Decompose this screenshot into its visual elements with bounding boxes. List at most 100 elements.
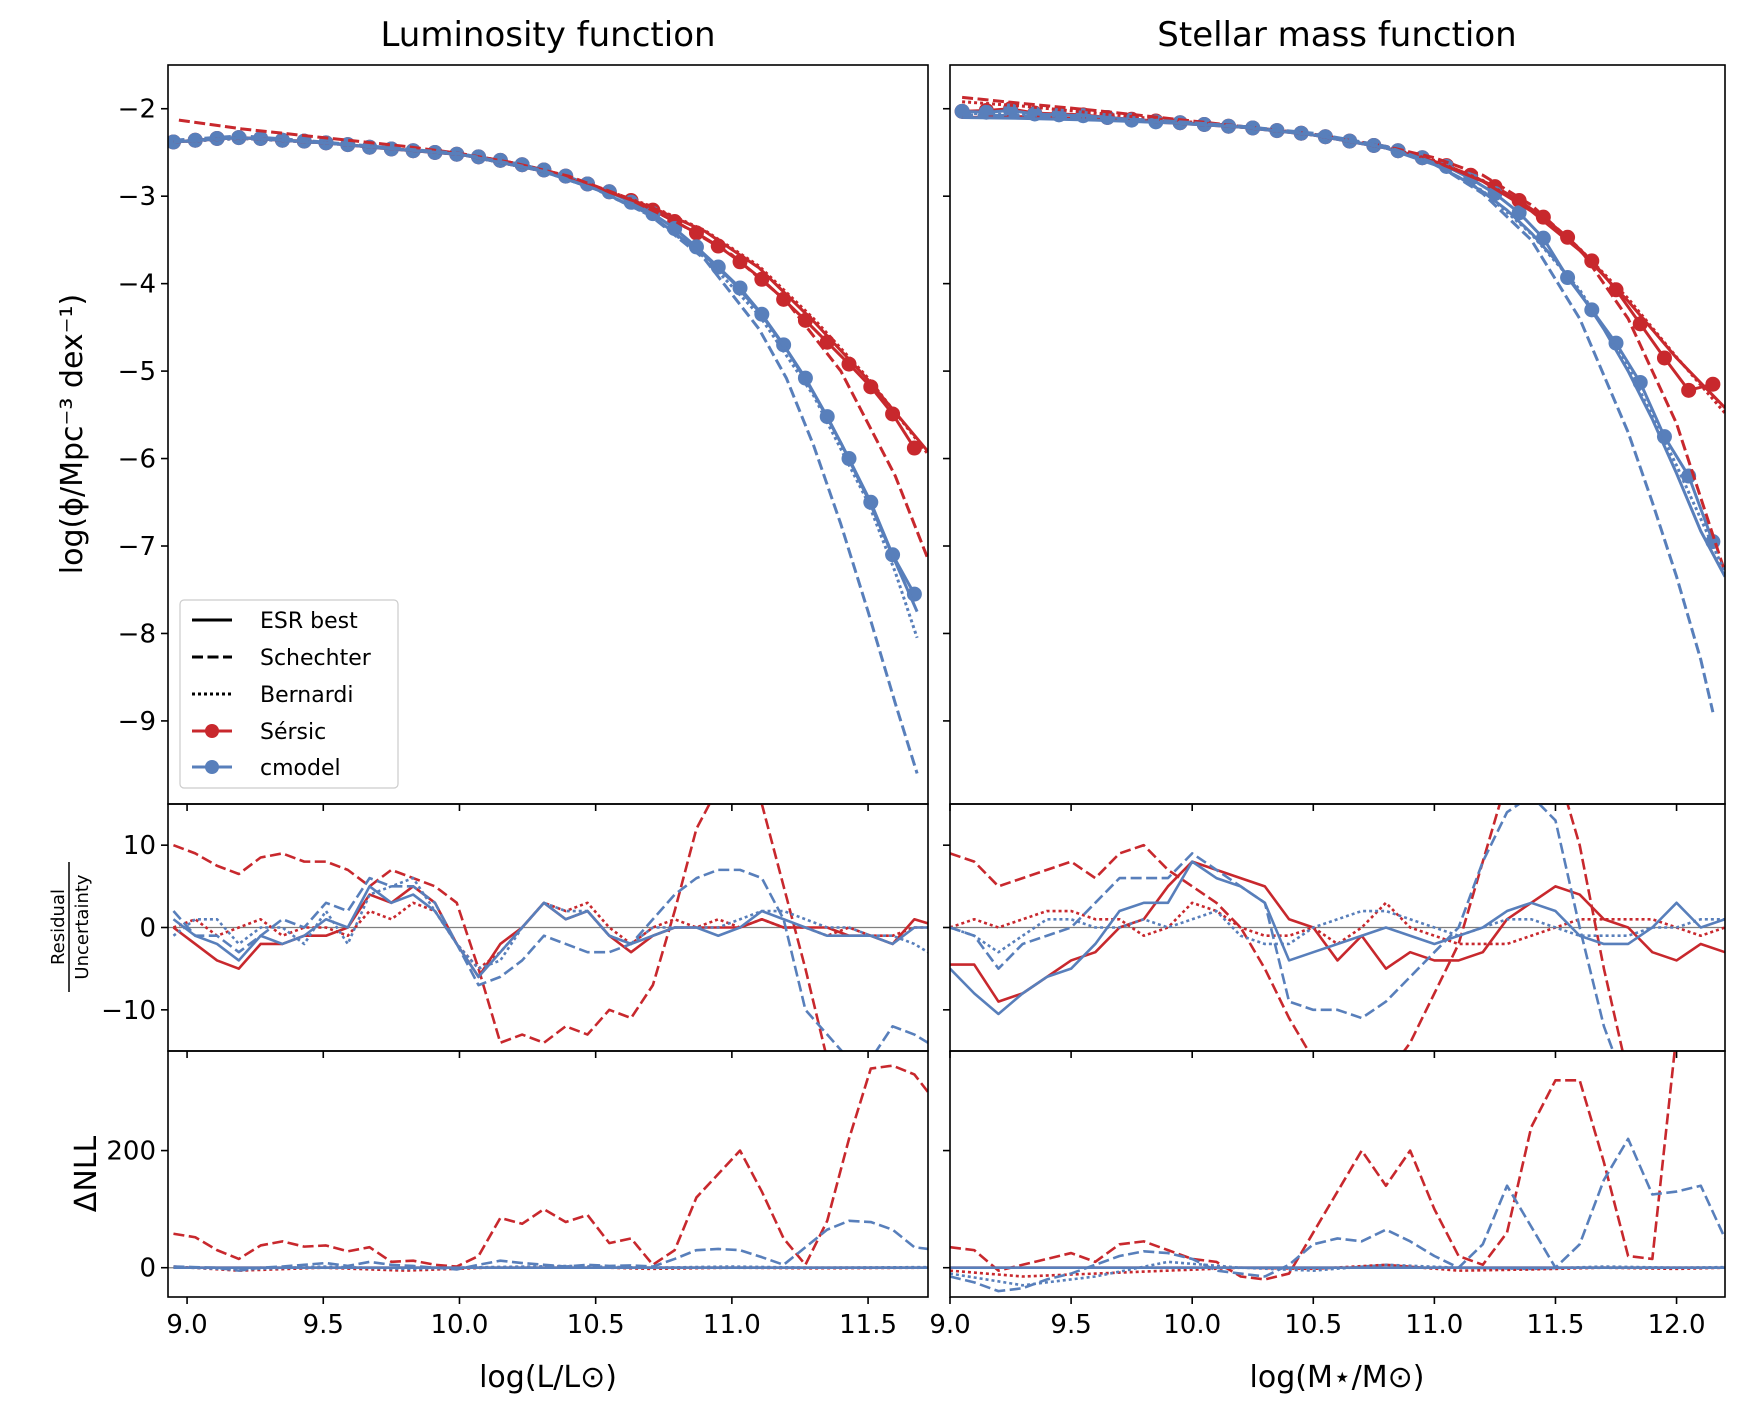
right-panel-title: Stellar mass function	[1157, 15, 1516, 55]
lum-main-s-rsic-esr-best-line	[173, 136, 928, 453]
legend-item-schechter: Schechter	[192, 646, 372, 671]
mass-nll-x-tick-label: 9.5	[1050, 1310, 1091, 1340]
lum-resid-y-tick-label: 0	[139, 914, 156, 944]
mass-main-plot	[943, 64, 1726, 811]
lum-main-s-rsic-schechter-line	[178, 118, 928, 560]
lum-nll-cmodel-bernardi-line	[173, 1264, 928, 1271]
mass-main-s-rsic-esr-best-line	[962, 115, 1725, 409]
lum-nll-y-tick-label: 200	[106, 1137, 156, 1167]
lum-main-s-rsic-data-point	[841, 356, 857, 372]
mass-resid-cmodel-schechter-line	[950, 804, 1615, 1051]
lum-main-y-tick-label: −2	[118, 95, 156, 125]
mass-main-s-rsic-bernardi-line	[962, 100, 1725, 415]
lum-nll-series-group	[173, 1064, 928, 1272]
legend-item-esr: ESR best	[192, 609, 358, 634]
legend-schechter-label: Schechter	[260, 646, 372, 671]
mass-main-s-rsic-data-point	[1632, 316, 1648, 332]
lum-resid-y-tick-label: −10	[101, 996, 156, 1026]
legend-item-sersic: Sérsic	[192, 720, 326, 745]
lum-resid-cmodel-esr-best-line	[172, 885, 928, 979]
legend-cmodel-marker	[205, 760, 219, 774]
mass-main-s-rsic-data-point	[1681, 382, 1697, 398]
mass-main-s-rsic-data-connector	[962, 107, 1714, 392]
mass-main-series-group	[954, 95, 1725, 713]
lum-main-y-tick-label: −7	[118, 532, 156, 562]
x-axis-label-luminosity: log(L/L⊙)	[479, 1360, 617, 1395]
lum-main-s-rsic-data-point	[863, 379, 879, 395]
lum-main-s-rsic-data-point	[906, 440, 922, 456]
luminosity-nll-plot: 200 0 9.0 9.5 10.0 10.5 11.0 11.5	[106, 1050, 929, 1340]
lum-nll-x-tick-label: 11.5	[839, 1310, 897, 1340]
mass-main-cmodel-bernardi-line	[962, 111, 1725, 573]
legend-item-cmodel: cmodel	[192, 756, 341, 781]
mass-nll-x-tick-label: 9.0	[929, 1310, 970, 1340]
mass-main-s-rsic-schechter-line	[961, 95, 1725, 573]
lum-main-y-tick-label: −3	[118, 182, 156, 212]
lum-resid-series-group	[172, 804, 928, 1051]
lum-main-s-rsic-data-point	[885, 406, 901, 422]
legend-esr-label: ESR best	[260, 609, 358, 634]
lum-resid-s-rsic-bernardi-line	[172, 901, 928, 970]
lum-main-y-tick-label: −9	[118, 707, 156, 737]
mass-resid-s-rsic-esr-best-line	[950, 860, 1725, 1003]
lum-nll-cmodel-schechter-line	[173, 1219, 928, 1272]
mass-main-s-rsic-data-point	[1705, 376, 1721, 392]
legend-bernardi-label: Bernardi	[260, 683, 353, 708]
y-axis-label-residual: Residual	[48, 889, 69, 965]
legend: ESR best Schechter Bernardi Sérsic cmode…	[179, 599, 399, 789]
mass-resid-cmodel-bernardi-line	[950, 909, 1725, 954]
mass-resid-series-group	[950, 804, 1725, 1051]
lum-resid-cmodel-bernardi-line	[172, 876, 928, 970]
y-axis-label-uncertainty: Uncertainty	[72, 874, 93, 980]
mass-resid-s-rsic-bernardi-line	[950, 901, 1725, 946]
lum-nll-x-tick-label: 11.0	[703, 1310, 761, 1340]
x-axis-label-mass: log(M⋆/M⊙)	[1250, 1360, 1425, 1395]
legend-cmodel-label: cmodel	[260, 756, 341, 781]
legend-sersic-marker	[205, 724, 219, 738]
lum-main-cmodel-bernardi-line	[173, 136, 919, 639]
legend-box	[179, 599, 399, 789]
mass-nll-cmodel-bernardi-line	[950, 1260, 1725, 1287]
legend-item-bernardi: Bernardi	[192, 683, 353, 708]
mass-nll-x-tick-label: 12.0	[1648, 1310, 1706, 1340]
mass-nll-x-tick-label: 10.0	[1163, 1310, 1221, 1340]
lum-main-cmodel-data-connector	[173, 136, 916, 595]
mass-nll-x-tick-label: 11.0	[1405, 1310, 1463, 1340]
lum-main-series-group	[168, 118, 928, 774]
y-axis-label-phi: log(ϕ/Mpc⁻³ dex⁻¹)	[55, 294, 90, 574]
mass-nll-frame	[949, 1050, 1726, 1298]
mass-main-s-rsic-data-point	[1656, 350, 1672, 366]
lum-nll-frame	[167, 1050, 929, 1298]
lum-nll-s-rsic-schechter-line	[173, 1064, 928, 1268]
mass-nll-x-tick-label: 11.5	[1527, 1310, 1585, 1340]
lum-main-y-tick-label: −4	[118, 270, 156, 300]
mass-nll-s-rsic-schechter-line	[950, 1051, 1676, 1281]
lum-main-s-rsic-bernardi-line	[173, 136, 928, 456]
mass-nll-cmodel-schechter-line	[950, 1137, 1725, 1293]
luminosity-residual-plot: 10 0 −10	[101, 803, 929, 1058]
lum-nll-x-tick-label: 9.5	[303, 1310, 344, 1340]
lum-main-cmodel-schechter-line	[173, 134, 919, 774]
lum-nll-x-tick-label: 10.0	[431, 1310, 489, 1340]
mass-resid-cmodel-esr-best-line	[950, 860, 1725, 1016]
lum-resid-y-tick-label: 10	[123, 831, 156, 861]
lum-nll-y-tick-label: 0	[139, 1254, 156, 1284]
y-axis-label-nll: ΔNLL	[69, 1136, 104, 1213]
legend-sersic-label: Sérsic	[260, 720, 326, 745]
mass-main-frame	[949, 64, 1726, 805]
mass-main-cmodel-data-point	[1608, 335, 1624, 351]
luminosity-main-plot: −2 −3 −4 −5 −6 −7 −8 −9	[118, 64, 929, 811]
mass-nll-x-tick-label: 10.5	[1284, 1310, 1342, 1340]
lum-resid-s-rsic-schechter-line	[172, 804, 827, 1051]
lum-main-y-tick-label: −6	[118, 445, 156, 475]
lum-nll-x-tick-label: 10.5	[567, 1310, 625, 1340]
mass-nll-plot: 9.0 9.5 10.0 10.5 11.0 11.5 12.0	[929, 1050, 1726, 1340]
lum-main-y-tick-label: −8	[118, 619, 156, 649]
mass-resid-s-rsic-schechter-line	[950, 804, 1624, 1051]
lum-main-s-rsic-data-connector	[173, 136, 916, 449]
mass-main-cmodel-schechter-line	[962, 113, 1715, 713]
lum-nll-x-tick-label: 9.0	[166, 1310, 207, 1340]
mass-nll-series-group	[950, 1051, 1725, 1293]
left-panel-title: Luminosity function	[380, 15, 715, 55]
